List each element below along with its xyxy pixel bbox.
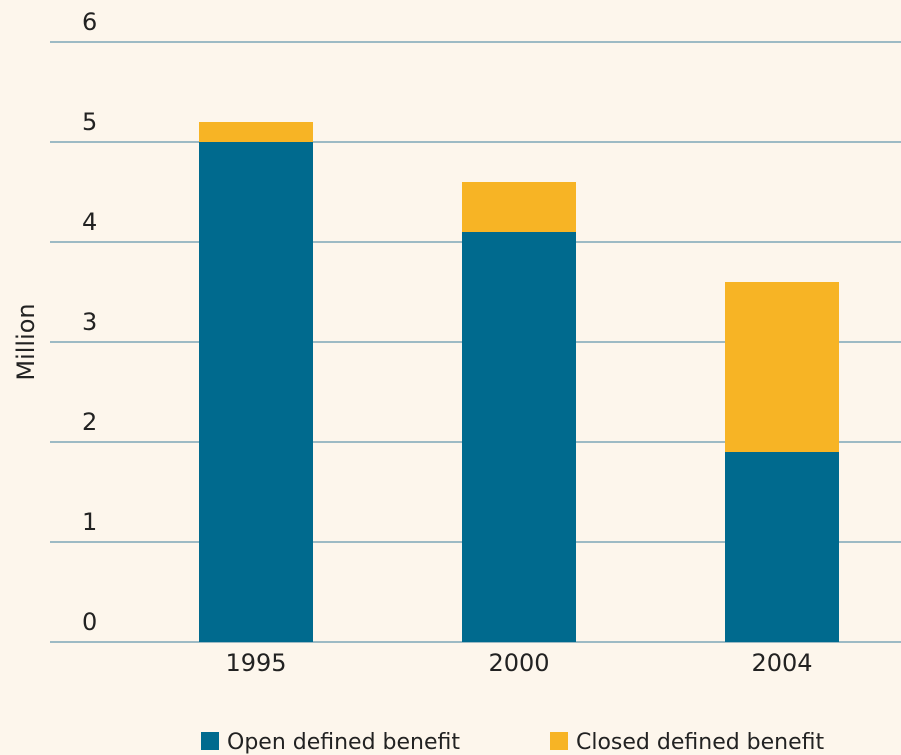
y-tick-label: 6: [82, 8, 97, 36]
legend-swatch: [550, 732, 568, 750]
y-tick-label: 1: [82, 508, 97, 536]
y-tick-label: 3: [82, 308, 97, 336]
legend-label: Closed defined benefit: [576, 730, 825, 755]
bar-segment: [725, 282, 839, 452]
x-tick-label: 2004: [751, 649, 812, 677]
y-tick-label: 0: [82, 608, 97, 636]
x-tick-label: 2000: [488, 649, 549, 677]
y-tick-label: 4: [82, 208, 97, 236]
bar-segment: [462, 182, 576, 232]
legend-label: Open defined benefit: [227, 730, 460, 755]
bar-segment: [462, 232, 576, 642]
legend-swatch: [201, 732, 219, 750]
y-axis-label: Million: [12, 303, 40, 380]
bar-segment: [199, 122, 313, 142]
bar-segment: [725, 452, 839, 642]
y-tick-label: 2: [82, 408, 97, 436]
x-tick-label: 1995: [225, 649, 286, 677]
bar-segment: [199, 142, 313, 642]
y-tick-label: 5: [82, 108, 97, 136]
